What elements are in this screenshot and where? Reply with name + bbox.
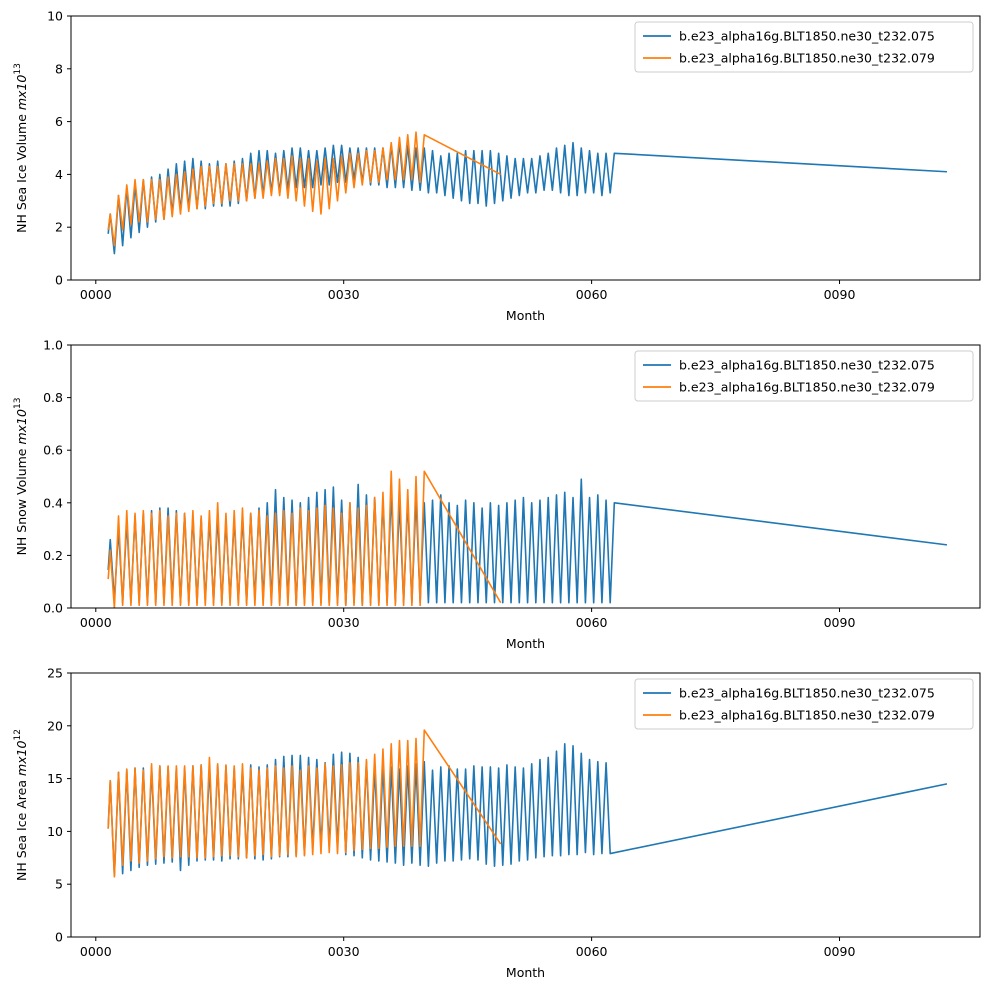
axes-frame bbox=[70, 344, 981, 609]
y-axis-label-text: NH Sea Ice Volume bbox=[14, 114, 29, 233]
y-tick-label: 15 bbox=[47, 771, 63, 786]
y-tick-label: 2 bbox=[55, 220, 63, 235]
y-tick-label: 0.8 bbox=[43, 390, 63, 405]
y-tick-label: 0 bbox=[55, 273, 63, 288]
x-tick-label: 0060 bbox=[576, 287, 608, 302]
y-axis-label-unit: mx10 bbox=[14, 740, 29, 776]
y-tick-label: 10 bbox=[47, 824, 63, 839]
x-tick-label: 0060 bbox=[576, 615, 608, 630]
x-tick-label: 0030 bbox=[328, 287, 360, 302]
y-tick-label: 0.0 bbox=[43, 601, 63, 616]
legend bbox=[634, 350, 974, 402]
y-axis-label-exponent: 12 bbox=[13, 729, 23, 740]
y-tick-label: 6 bbox=[55, 114, 63, 129]
x-tick-label: 0000 bbox=[80, 287, 112, 302]
x-axis-label: Month bbox=[506, 308, 545, 323]
legend-label: b.e23_alpha16g.BLT1850.ne30_t232.075 bbox=[679, 358, 935, 373]
x-tick-label: 0090 bbox=[824, 944, 856, 959]
x-axis-label: Month bbox=[506, 965, 545, 980]
legend-label: b.e23_alpha16g.BLT1850.ne30_t232.079 bbox=[679, 380, 935, 395]
series-line-2 bbox=[107, 729, 502, 878]
y-axis-label: NH Sea Ice Volume mx1013 bbox=[13, 63, 29, 233]
x-tick-label: 0000 bbox=[80, 615, 112, 630]
y-tick-label: 4 bbox=[55, 167, 63, 182]
series-line-1 bbox=[107, 141, 947, 255]
chart-panel-2: 0000 0030 0060 0090 0.0 0.2 0.4 0.6 0.8 1.0 Month N… bbox=[13, 338, 981, 651]
y-axis-label: NH Snow Volume mx1013 bbox=[13, 398, 29, 556]
y-tick-label: 0 bbox=[55, 930, 63, 945]
y-tick-label: 0.4 bbox=[43, 495, 63, 510]
axes-frame bbox=[70, 672, 981, 938]
y-tick-label: 8 bbox=[55, 61, 63, 76]
x-tick-label: 0000 bbox=[80, 944, 112, 959]
y-tick-label: 0.2 bbox=[43, 548, 63, 563]
series-line-2 bbox=[107, 131, 502, 247]
axes-frame bbox=[70, 15, 981, 281]
chart-panel-3: 0000 0030 0060 0090 0 5 10 15 20 25 Month NH Sea Ic… bbox=[13, 666, 981, 980]
y-tick-label: 20 bbox=[47, 718, 63, 733]
series-line-1 bbox=[107, 742, 948, 877]
x-tick-label: 0060 bbox=[576, 944, 608, 959]
y-tick-label: 0.6 bbox=[43, 443, 63, 458]
y-tick-label: 1.0 bbox=[43, 338, 63, 353]
legend bbox=[634, 678, 974, 730]
legend-label: b.e23_alpha16g.BLT1850.ne30_t232.075 bbox=[679, 29, 935, 44]
x-tick-label: 0030 bbox=[328, 615, 360, 630]
series-line-1 bbox=[107, 478, 948, 607]
legend-label: b.e23_alpha16g.BLT1850.ne30_t232.079 bbox=[679, 51, 935, 66]
y-tick-label: 5 bbox=[55, 877, 63, 892]
y-axis-label: NH Sea Ice Area mx1012 bbox=[13, 729, 29, 881]
y-tick-label: 25 bbox=[47, 666, 63, 681]
y-axis-label-text: NH Snow Volume bbox=[14, 448, 29, 555]
legend bbox=[634, 21, 974, 73]
y-tick-label: 10 bbox=[47, 9, 63, 24]
x-tick-label: 0090 bbox=[824, 287, 856, 302]
x-tick-label: 0090 bbox=[824, 615, 856, 630]
y-axis-label-exponent: 13 bbox=[13, 63, 23, 74]
series-line-2 bbox=[107, 470, 502, 608]
legend-label: b.e23_alpha16g.BLT1850.ne30_t232.075 bbox=[679, 686, 935, 701]
legend-label: b.e23_alpha16g.BLT1850.ne30_t232.079 bbox=[679, 708, 935, 723]
x-tick-label: 0030 bbox=[328, 944, 360, 959]
y-axis-label-unit: mx10 bbox=[14, 75, 29, 111]
y-axis-label-text: NH Sea Ice Area bbox=[14, 780, 29, 881]
y-axis-label-unit: mx10 bbox=[14, 409, 29, 445]
y-axis-label-exponent: 13 bbox=[13, 398, 23, 409]
x-axis-label: Month bbox=[506, 636, 545, 651]
chart-panel-1: 0000 0030 0060 0090 0 2 4 6 8 10 Month NH Sea Ice V… bbox=[13, 9, 981, 323]
